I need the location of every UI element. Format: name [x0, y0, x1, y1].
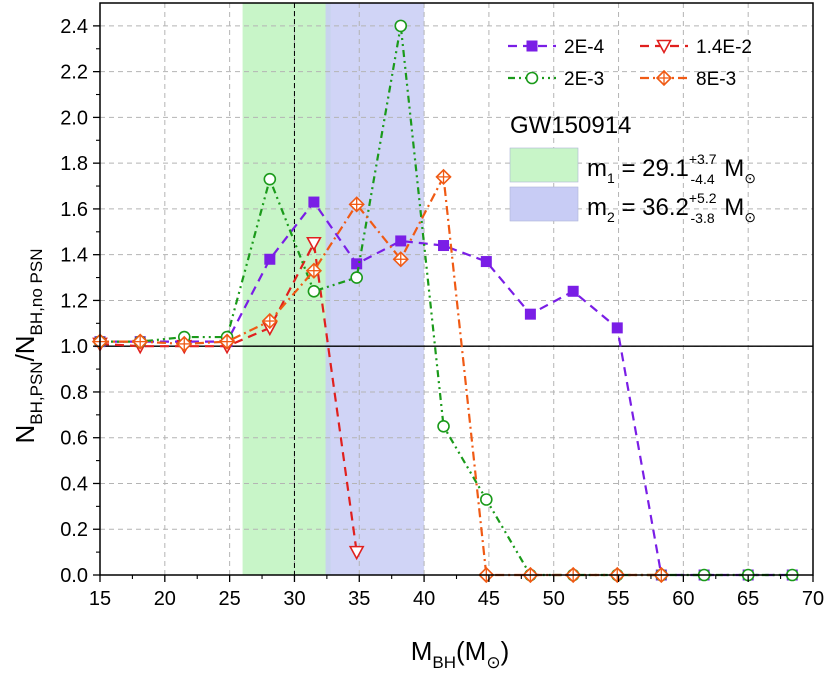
x-tick-label-40: 40	[413, 588, 435, 610]
series-line-2E-4	[100, 200, 793, 577]
x-tick-label-35: 35	[348, 588, 370, 610]
y-tick-label-1.2: 1.2	[60, 290, 88, 312]
data-point-2E-4-4	[264, 253, 276, 265]
x-tick-label-45: 45	[478, 588, 500, 610]
y-tick-label-2.2: 2.2	[60, 62, 88, 84]
legend-item-8E-3: 8E-3	[640, 69, 736, 90]
legend-label: 2E-3	[564, 69, 604, 90]
annotation-text-m2: m2 = 36.2+5.2 -3.8 M⊙	[587, 190, 756, 226]
x-tick-label-50: 50	[543, 588, 565, 610]
x-tick-label-55: 55	[607, 588, 629, 610]
data-point-2E-3-7	[394, 19, 408, 33]
x-tick-label-70: 70	[802, 588, 824, 610]
y-tick-label-0.4: 0.4	[60, 473, 88, 495]
axis-ticks: 15 20 25 30 35 40 45 50 55 60 65 70 0.0 0.2 0.4 0.6 0.8 1…	[60, 16, 824, 610]
data-point-2E-3-9	[480, 493, 493, 506]
x-axis-title: MBH(M⊙)	[411, 636, 510, 672]
annotation-title: GW150914	[510, 112, 631, 139]
data-point-8E-3-2	[176, 335, 193, 353]
y-tick-label-0.2: 0.2	[60, 519, 88, 541]
y-tick-label-2.4: 2.4	[60, 16, 88, 38]
y-tick-label-1.4: 1.4	[60, 245, 88, 267]
data-point-8E-3-8	[435, 168, 452, 186]
x-tick-label-30: 30	[283, 588, 305, 610]
annotation-row-m1: m1 = 29.1+3.7 -4.4 M⊙	[509, 147, 756, 187]
shaded-bands	[242, 3, 425, 575]
data-point-1.4E-2-6	[348, 545, 365, 561]
annotation-text-m1: m1 = 29.1+3.7 -4.4 M⊙	[587, 151, 756, 187]
y-tick-label-1.8: 1.8	[60, 153, 88, 175]
legend-label: 2E-4	[564, 37, 605, 58]
y-tick-label-2.0: 2.0	[60, 107, 88, 129]
data-point-2E-4-11	[567, 285, 579, 297]
data-point-2E-4-9	[480, 256, 492, 268]
x-tick-label-25: 25	[219, 588, 241, 610]
annotation-row-m2: m2 = 36.2+5.2 -3.8 M⊙	[509, 186, 756, 226]
data-point-8E-3-5	[305, 262, 323, 279]
y-axis-title: NBH,PSN/NBH,no PSN	[10, 248, 46, 443]
legend: 2E-4 1.4E-2 2E-3 8E-3	[508, 37, 752, 90]
x-tick-label-60: 60	[672, 588, 694, 610]
y-tick-label-1.6: 1.6	[60, 199, 88, 221]
y-tick-label-0.8: 0.8	[60, 382, 88, 404]
y-tick-label-0.6: 0.6	[60, 428, 88, 450]
series	[91, 19, 799, 584]
legend-marker	[525, 71, 539, 85]
data-point-2E-4-7	[395, 235, 407, 247]
legend-marker	[526, 40, 538, 52]
annotation-swatch-m1	[509, 147, 579, 183]
gw-annotation-box: GW150914 m1 = 29.1+3.7 -4.4 M⊙m2 = 36.2+5.…	[509, 112, 756, 226]
data-point-2E-4-10	[524, 308, 536, 320]
legend-item-2E-4: 2E-4	[508, 37, 605, 58]
data-point-2E-4-8	[438, 240, 450, 252]
legend-label: 8E-3	[696, 69, 736, 90]
reference-lines	[100, 3, 813, 575]
legend-marker	[656, 39, 672, 55]
data-point-1.4E-2-5	[306, 236, 322, 252]
data-point-2E-4-5	[308, 196, 320, 208]
data-point-8E-3-3	[218, 333, 236, 350]
data-point-8E-3-4	[261, 312, 278, 330]
data-point-8E-3-1	[132, 333, 149, 350]
data-point-2E-3-4	[263, 172, 277, 186]
data-point-2E-4-6	[351, 258, 363, 270]
legend-item-1.4E-2: 1.4E-2	[640, 37, 752, 58]
data-point-8E-3-7	[392, 251, 409, 268]
annotation-swatch-m2	[509, 186, 579, 222]
legend-label: 1.4E-2	[696, 37, 752, 58]
x-tick-label-65: 65	[737, 588, 759, 610]
legend-item-2E-3: 2E-3	[508, 69, 604, 90]
x-tick-label-20: 20	[154, 588, 176, 610]
data-point-2E-3-6	[350, 271, 363, 284]
y-tick-label-0.0: 0.0	[60, 565, 88, 587]
data-point-8E-3-6	[348, 196, 365, 213]
band-2	[325, 3, 425, 575]
legend-marker	[655, 69, 673, 87]
data-point-2E-4-12	[611, 322, 623, 334]
x-tick-label-15: 15	[89, 588, 111, 610]
series-2E-4	[94, 196, 798, 581]
data-point-2E-3-8	[437, 419, 450, 433]
data-point-2E-3-5	[307, 284, 321, 298]
y-tick-label-1.0: 1.0	[60, 336, 88, 358]
